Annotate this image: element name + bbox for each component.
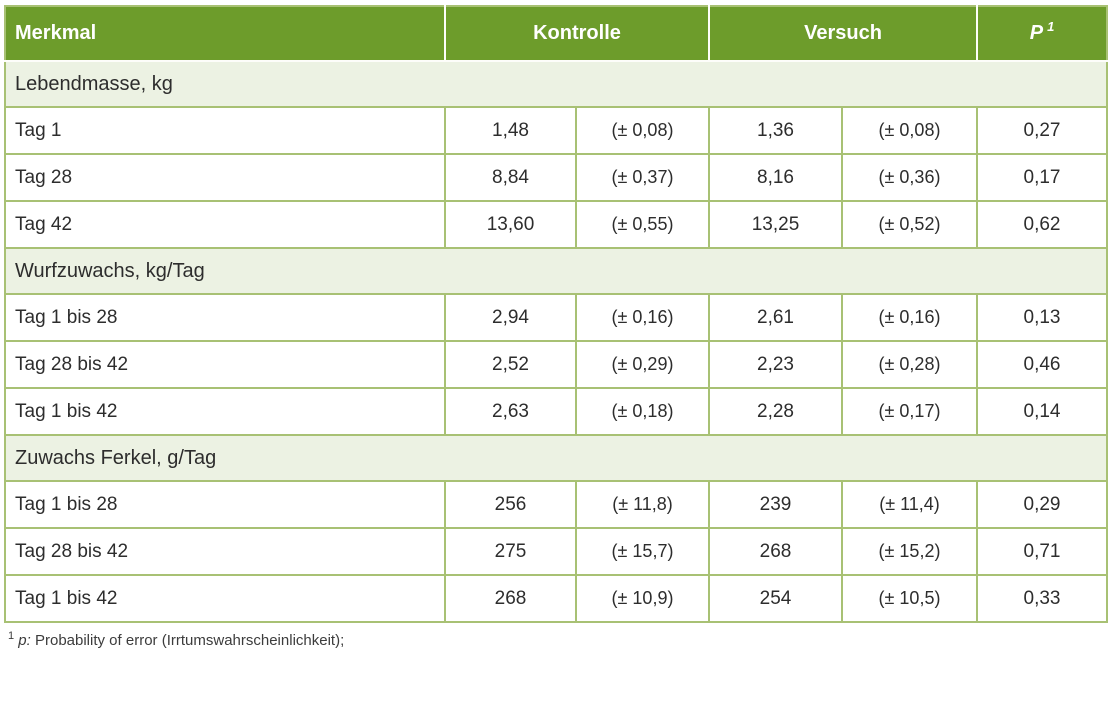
kontrolle-mean: 275 (444, 527, 577, 576)
table-row: Tag 42 13,60 (± 0,55) 13,25 (± 0,52) 0,6… (4, 200, 1109, 249)
p-value: 0,13 (976, 293, 1109, 342)
footnote-p-label: p: (18, 632, 31, 649)
kontrolle-mean: 2,94 (444, 293, 577, 342)
row-label: Tag 42 (4, 200, 446, 249)
section-title: Zuwachs Ferkel, g/Tag (3, 434, 1109, 482)
kontrolle-se: (± 10,9) (575, 574, 710, 623)
versuch-se: (± 10,5) (840, 574, 979, 623)
table-row: Tag 1 bis 42 2,63 (± 0,18) 2,28 (± 0,17)… (4, 387, 1109, 436)
versuch-mean: 239 (708, 480, 843, 529)
table-row: Tag 28 bis 42 2,52 (± 0,29) 2,23 (± 0,28… (4, 340, 1109, 389)
p-value: 0,33 (976, 574, 1109, 623)
p-value: 0,17 (976, 153, 1109, 202)
p-letter: P (1029, 22, 1044, 44)
versuch-mean: 13,25 (708, 200, 843, 249)
section-row: Zuwachs Ferkel, g/Tag (3, 434, 1109, 482)
section-row: Wurfzuwachs, kg/Tag (3, 247, 1109, 295)
versuch-se: (± 0,36) (840, 153, 979, 202)
versuch-mean: 1,36 (708, 106, 843, 155)
row-label: Tag 28 (4, 153, 446, 202)
versuch-mean: 8,16 (708, 153, 843, 202)
versuch-se: (± 0,28) (840, 340, 979, 389)
kontrolle-se: (± 0,18) (575, 387, 710, 436)
versuch-mean: 2,28 (708, 387, 843, 436)
kontrolle-mean: 256 (444, 480, 577, 529)
footnote: 1 p: Probability of error (Irrtumswahrsc… (8, 630, 1106, 650)
p-value: 0,46 (976, 340, 1109, 389)
kontrolle-se: (± 0,08) (575, 106, 710, 155)
versuch-mean: 2,61 (708, 293, 843, 342)
kontrolle-se: (± 0,55) (575, 200, 710, 249)
kontrolle-se: (± 0,29) (575, 340, 710, 389)
p-value: 0,29 (976, 480, 1109, 529)
table-row: Tag 28 bis 42 275 (± 15,7) 268 (± 15,2) … (4, 527, 1109, 576)
kontrolle-mean: 2,52 (444, 340, 577, 389)
table-row: Tag 1 bis 42 268 (± 10,9) 254 (± 10,5) 0… (4, 574, 1109, 623)
row-label: Tag 1 bis 28 (4, 480, 446, 529)
row-label: Tag 28 bis 42 (4, 340, 446, 389)
versuch-se: (± 0,16) (840, 293, 979, 342)
table-row: Tag 1 1,48 (± 0,08) 1,36 (± 0,08) 0,27 (4, 106, 1109, 155)
section-row: Lebendmasse, kg (3, 60, 1109, 108)
p-value: 0,71 (976, 527, 1109, 576)
p-value: 0,14 (976, 387, 1109, 436)
kontrolle-se: (± 0,16) (575, 293, 710, 342)
versuch-mean: 2,23 (708, 340, 843, 389)
footnote-text: Probability of error (Irrtumswahrscheinl… (34, 632, 345, 649)
row-label: Tag 28 bis 42 (4, 527, 446, 576)
versuch-mean: 268 (708, 527, 843, 576)
row-label: Tag 1 (4, 106, 446, 155)
versuch-se: (± 0,08) (840, 106, 979, 155)
versuch-se: (± 0,17) (840, 387, 979, 436)
table-row: Tag 1 bis 28 2,94 (± 0,16) 2,61 (± 0,16)… (4, 293, 1109, 342)
footnote-marker: 1 (8, 630, 15, 642)
kontrolle-se: (± 0,37) (575, 153, 710, 202)
kontrolle-se: (± 11,8) (575, 480, 710, 529)
versuch-mean: 254 (708, 574, 843, 623)
kontrolle-mean: 13,60 (444, 200, 577, 249)
versuch-se: (± 0,52) (840, 200, 979, 249)
kontrolle-mean: 1,48 (444, 106, 577, 155)
section-title: Wurfzuwachs, kg/Tag (3, 247, 1109, 295)
section-title: Lebendmasse, kg (3, 60, 1109, 108)
kontrolle-mean: 2,63 (444, 387, 577, 436)
kontrolle-mean: 8,84 (444, 153, 577, 202)
header-versuch: Versuch (707, 6, 978, 62)
versuch-se: (± 15,2) (840, 527, 979, 576)
table-row: Tag 28 8,84 (± 0,37) 8,16 (± 0,36) 0,17 (4, 153, 1109, 202)
header-kontrolle: Kontrolle (444, 6, 709, 62)
kontrolle-se: (± 15,7) (575, 527, 710, 576)
p-value: 0,62 (976, 200, 1109, 249)
p-superscript: 1 (1047, 19, 1055, 35)
kontrolle-mean: 268 (444, 574, 577, 623)
row-label: Tag 1 bis 42 (4, 574, 446, 623)
row-label: Tag 1 bis 28 (4, 293, 446, 342)
row-label: Tag 1 bis 42 (4, 387, 446, 436)
header-merkmal: Merkmal (5, 6, 445, 62)
versuch-se: (± 11,4) (840, 480, 979, 529)
p-value: 0,27 (976, 106, 1109, 155)
table-row: Tag 1 bis 28 256 (± 11,8) 239 (± 11,4) 0… (4, 480, 1109, 529)
